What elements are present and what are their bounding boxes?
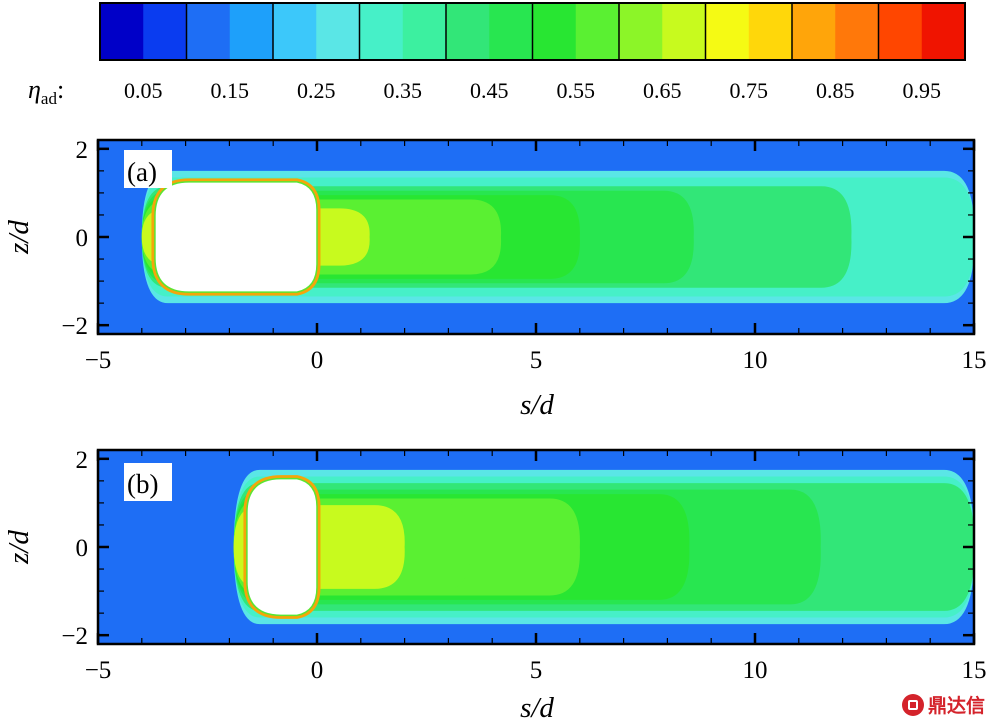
- colorbar-swatch: [143, 3, 187, 60]
- colorbar-swatch: [921, 3, 966, 60]
- panel-b-ylabel: z/d: [3, 530, 35, 565]
- film-hole: [154, 181, 318, 293]
- watermark-logo-icon: [901, 693, 924, 716]
- colorbar-swatch: [446, 3, 490, 60]
- contour-wave: [547, 521, 564, 551]
- colorbar-swatch: [835, 3, 879, 60]
- panel-b-xlabel: s/d: [520, 692, 554, 724]
- colorbar-labels: 0.05 0.15 0.25 0.35 0.45 0.55 0.65 0.75 0.85 0.95: [124, 78, 941, 103]
- colorbar-swatch: [316, 3, 360, 60]
- contour-field: [98, 140, 974, 334]
- colorbar-label: 0.15: [211, 78, 250, 103]
- panel-a-plot: −5 0 5 10 15 −2 0 2: [61, 137, 986, 374]
- x-tick-label: 5: [530, 347, 543, 374]
- colorbar-swatch: [402, 3, 447, 60]
- colorbar-label: 0.85: [816, 78, 855, 103]
- colorbar-suffix: :: [57, 75, 64, 104]
- colorbar-swatch: [489, 3, 533, 60]
- x-tick-label: 0: [311, 657, 324, 684]
- contour-wave: [547, 214, 563, 242]
- panel-b-plot: −5 0 5 10 15 −2 0 2: [61, 447, 986, 684]
- panel-b-label-box: [124, 463, 172, 501]
- colorbar-swatches: [100, 3, 966, 60]
- y-tick-label: 0: [76, 535, 89, 562]
- colorbar-swatch: [186, 3, 231, 60]
- x-tick-label: −5: [85, 657, 112, 684]
- colorbar-label: 0.35: [384, 78, 423, 103]
- y-tick-label: −2: [61, 313, 88, 340]
- colorbar-swatch: [273, 3, 317, 60]
- panel-a-label-box: [124, 150, 172, 188]
- colorbar-title: ηad:: [28, 75, 64, 108]
- x-tick-label: 0: [311, 347, 324, 374]
- colorbar-swatch: [100, 3, 144, 60]
- colorbar-label: 0.75: [730, 78, 769, 103]
- y-tick-label: 0: [76, 225, 89, 252]
- colorbar-label: 0.95: [903, 78, 942, 103]
- colorbar-swatch: [705, 3, 750, 60]
- contour-wave: [337, 219, 352, 242]
- contour-wave: [469, 215, 484, 242]
- panel-a-xlabel: s/d: [520, 389, 554, 421]
- colorbar-label: 0.45: [470, 78, 509, 103]
- contour-wave: [320, 524, 335, 552]
- film-hole: [246, 477, 318, 617]
- x-tick-label: 5: [530, 657, 543, 684]
- colorbar-frame: [99, 2, 966, 61]
- y-tick-label: 2: [76, 137, 89, 164]
- colorbar-swatch: [532, 3, 577, 60]
- contour-wave: [399, 217, 414, 242]
- contour-wave: [657, 519, 673, 551]
- colorbar-label: 0.65: [643, 78, 682, 103]
- panel-a-label: (a): [127, 157, 157, 187]
- colorbar-swatch: [359, 3, 404, 60]
- colorbar-swatch: [792, 3, 836, 60]
- colorbar-swatch: [878, 3, 923, 60]
- panel-b-label: (b): [127, 469, 158, 499]
- colorbar-swatch: [575, 3, 620, 60]
- colorbar-label: 0.55: [557, 78, 596, 103]
- colorbar-label: 0.05: [124, 78, 163, 103]
- y-tick-label: 2: [76, 447, 89, 474]
- contour-wave: [372, 524, 388, 552]
- colorbar: ηad: 0.05 0.15 0.25 0.35 0.45 0.55 0.65 0.75 0.8…: [28, 2, 966, 108]
- x-tick-label: 10: [743, 657, 768, 684]
- colorbar-label: 0.25: [297, 78, 336, 103]
- panel-a: −5 0 5 10 15 −2 0 2 (a) s/d z/d: [3, 137, 987, 421]
- colorbar-swatch: [662, 3, 706, 60]
- colorbar-subscript: ad: [41, 89, 58, 108]
- x-tick-label: 15: [962, 347, 987, 374]
- x-tick-label: 15: [962, 657, 987, 684]
- colorbar-swatch: [619, 3, 663, 60]
- contour-wave: [788, 517, 805, 551]
- colorbar-swatch: [748, 3, 793, 60]
- y-tick-label: −2: [61, 623, 88, 650]
- x-tick-label: −5: [85, 347, 112, 374]
- watermark: 鼎达信: [901, 691, 985, 718]
- x-tick-label: 10: [743, 347, 768, 374]
- contour-wave: [438, 523, 454, 552]
- colorbar-symbol: η: [28, 75, 41, 104]
- panel-b: −5 0 5 10 15 −2 0 2 (b) s/d z/d: [3, 447, 987, 724]
- contour-field: [98, 450, 974, 644]
- colorbar-swatch: [229, 3, 274, 60]
- watermark-text: 鼎达信: [927, 695, 985, 717]
- panel-a-ylabel: z/d: [3, 220, 35, 255]
- contour-wave: [661, 212, 677, 242]
